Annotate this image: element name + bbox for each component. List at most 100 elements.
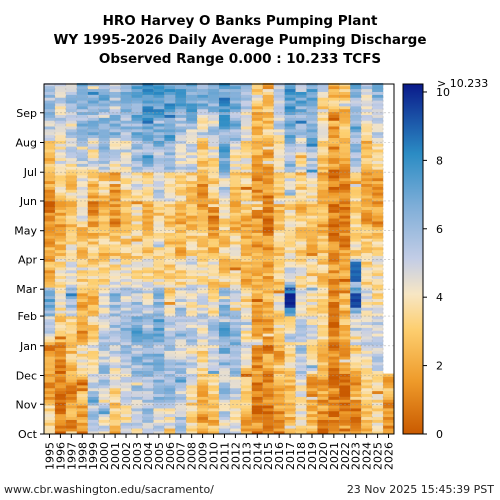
heatmap-cell bbox=[295, 247, 307, 251]
heatmap-cell bbox=[120, 166, 132, 170]
heatmap-cell bbox=[131, 91, 143, 95]
heatmap-cell bbox=[175, 321, 187, 325]
heatmap-cell bbox=[54, 221, 67, 225]
heatmap-cell bbox=[109, 163, 121, 167]
heatmap-cell bbox=[284, 281, 296, 285]
heatmap-cell bbox=[131, 229, 143, 233]
heatmap-cell bbox=[251, 321, 263, 325]
heatmap-cell bbox=[153, 304, 165, 308]
heatmap-cell bbox=[284, 160, 296, 164]
heatmap-cell bbox=[262, 209, 274, 213]
heatmap-cell bbox=[197, 146, 209, 150]
heatmap-cell bbox=[175, 307, 187, 311]
heatmap-cell bbox=[208, 172, 220, 176]
heatmap-cell bbox=[120, 241, 132, 245]
heatmap-cell bbox=[65, 238, 77, 242]
heatmap-cell bbox=[273, 177, 285, 182]
heatmap-cell bbox=[219, 258, 231, 262]
heatmap-cell bbox=[295, 126, 307, 130]
heatmap-cell bbox=[273, 129, 285, 133]
heatmap-cell bbox=[54, 183, 67, 187]
heatmap-cell bbox=[284, 235, 296, 239]
heatmap-cell bbox=[284, 431, 296, 435]
heatmap-cell bbox=[350, 287, 362, 291]
heatmap-cell bbox=[197, 382, 209, 386]
heatmap-cell bbox=[372, 431, 384, 435]
heatmap-cell bbox=[295, 364, 307, 369]
heatmap-cell bbox=[197, 189, 209, 193]
heatmap-cell bbox=[142, 393, 154, 397]
heatmap-cell bbox=[372, 333, 384, 337]
heatmap-cell bbox=[284, 341, 296, 346]
y-tick-label: Feb bbox=[18, 310, 37, 323]
heatmap-cell bbox=[262, 428, 274, 432]
heatmap-cell bbox=[153, 198, 165, 202]
heatmap-cell bbox=[361, 224, 373, 228]
heatmap-cell bbox=[339, 379, 351, 383]
heatmap-cell bbox=[65, 200, 77, 205]
heatmap-cell bbox=[98, 200, 110, 205]
heatmap-cell bbox=[240, 94, 252, 98]
heatmap-cell bbox=[208, 94, 220, 98]
heatmap-cell bbox=[197, 261, 209, 265]
heatmap-cell bbox=[186, 327, 198, 331]
heatmap-cell bbox=[339, 264, 351, 268]
heatmap-cell bbox=[273, 215, 285, 219]
heatmap-cell bbox=[306, 321, 318, 325]
heatmap-cell bbox=[339, 301, 351, 305]
heatmap-cell bbox=[295, 169, 307, 173]
heatmap-cell bbox=[339, 137, 351, 141]
heatmap-cell bbox=[361, 103, 373, 107]
heatmap-cell bbox=[164, 157, 176, 162]
heatmap-cell bbox=[65, 186, 77, 190]
heatmap-cell bbox=[120, 425, 132, 429]
heatmap-cell bbox=[317, 88, 329, 92]
heatmap-cell bbox=[131, 203, 143, 208]
heatmap-cell bbox=[175, 350, 187, 354]
heatmap-cell bbox=[219, 304, 231, 308]
heatmap-cell bbox=[120, 393, 132, 397]
heatmap-cell bbox=[328, 359, 340, 363]
heatmap-cell bbox=[317, 324, 329, 328]
heatmap-cell bbox=[65, 431, 77, 435]
heatmap-cell bbox=[142, 166, 154, 170]
heatmap-cell bbox=[109, 189, 121, 193]
heatmap-cell bbox=[350, 172, 362, 176]
heatmap-cell bbox=[372, 318, 384, 323]
heatmap-cell bbox=[76, 370, 88, 374]
heatmap-cell bbox=[197, 94, 209, 98]
heatmap-cell bbox=[87, 247, 99, 251]
heatmap-cell bbox=[317, 163, 329, 167]
heatmap-cell bbox=[262, 367, 274, 372]
heatmap-cell bbox=[44, 353, 56, 357]
heatmap-cell bbox=[339, 344, 351, 348]
heatmap-cell bbox=[44, 318, 56, 323]
heatmap-cell bbox=[361, 160, 373, 164]
heatmap-cell bbox=[54, 103, 67, 107]
heatmap-cell bbox=[131, 106, 143, 110]
heatmap-cell bbox=[295, 97, 307, 101]
heatmap-cell bbox=[142, 154, 154, 159]
heatmap-cell bbox=[153, 347, 165, 351]
heatmap-cell bbox=[175, 186, 187, 190]
heatmap-cell bbox=[262, 235, 274, 239]
heatmap-cell bbox=[87, 359, 99, 363]
heatmap-cell bbox=[76, 275, 88, 279]
heatmap-cell bbox=[98, 154, 110, 159]
heatmap-cell bbox=[317, 108, 329, 113]
heatmap-cell bbox=[240, 350, 252, 354]
heatmap-cell bbox=[350, 83, 362, 87]
heatmap-cell bbox=[372, 149, 384, 153]
heatmap-cell bbox=[295, 399, 307, 403]
heatmap-cell bbox=[372, 85, 384, 90]
heatmap-cell bbox=[175, 206, 187, 210]
heatmap-cell bbox=[142, 339, 154, 343]
x-tick-label: 2005 bbox=[153, 442, 166, 470]
heatmap-cell bbox=[273, 356, 285, 360]
heatmap-cell bbox=[262, 166, 274, 170]
heatmap-cell bbox=[328, 318, 340, 323]
heatmap-cell bbox=[208, 321, 220, 325]
heatmap-cell bbox=[109, 183, 121, 187]
heatmap-cell bbox=[273, 333, 285, 337]
heatmap-cell bbox=[339, 232, 351, 236]
